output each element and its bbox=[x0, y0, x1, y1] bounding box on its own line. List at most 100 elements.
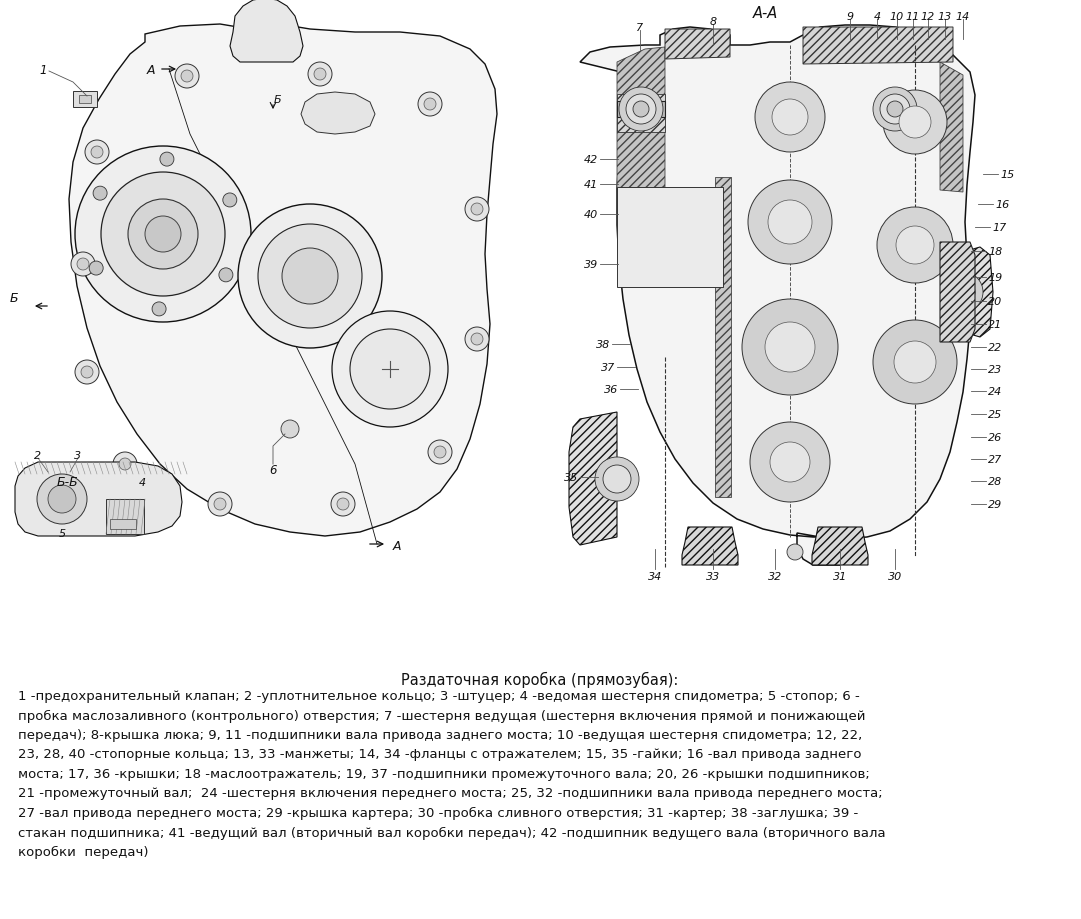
Text: А-А: А-А bbox=[752, 6, 777, 21]
Circle shape bbox=[89, 262, 103, 276]
Text: 26: 26 bbox=[988, 433, 1002, 443]
Circle shape bbox=[223, 194, 237, 208]
Bar bbox=[617, 102, 665, 118]
Text: моста; 17, 36 -крышки; 18 -маслоотражатель; 19, 37 -подшипники промежуточного ва: моста; 17, 36 -крышки; 18 -маслоотражате… bbox=[18, 767, 870, 780]
Circle shape bbox=[768, 200, 812, 244]
Circle shape bbox=[71, 253, 95, 277]
Text: 25: 25 bbox=[988, 410, 1002, 420]
Text: 20: 20 bbox=[988, 297, 1002, 307]
Bar bbox=[110, 519, 136, 529]
Text: 21: 21 bbox=[988, 320, 1002, 330]
Circle shape bbox=[145, 217, 181, 253]
Circle shape bbox=[308, 62, 332, 87]
Polygon shape bbox=[569, 413, 617, 545]
Circle shape bbox=[765, 323, 815, 372]
Text: 1 -предохранительный клапан; 2 -уплотнительное кольцо; 3 -штуцер; 4 -ведомая шес: 1 -предохранительный клапан; 2 -уплотнит… bbox=[18, 689, 859, 702]
Circle shape bbox=[633, 102, 649, 118]
Bar bbox=[106, 499, 144, 535]
Circle shape bbox=[873, 88, 917, 131]
Text: 12: 12 bbox=[921, 12, 935, 22]
Bar bbox=[617, 95, 665, 133]
Text: 27: 27 bbox=[988, 455, 1002, 464]
Text: 35: 35 bbox=[564, 472, 578, 482]
Circle shape bbox=[626, 95, 656, 125]
Text: 42: 42 bbox=[584, 154, 598, 165]
Circle shape bbox=[175, 65, 199, 89]
Circle shape bbox=[899, 107, 931, 139]
Polygon shape bbox=[15, 462, 182, 537]
Text: А: А bbox=[147, 63, 155, 76]
Circle shape bbox=[332, 312, 448, 427]
Text: 38: 38 bbox=[596, 340, 610, 349]
Circle shape bbox=[181, 71, 193, 83]
Circle shape bbox=[350, 330, 430, 410]
Text: 23: 23 bbox=[988, 365, 1002, 375]
Polygon shape bbox=[682, 528, 738, 565]
Circle shape bbox=[91, 147, 103, 159]
Circle shape bbox=[894, 342, 936, 383]
Circle shape bbox=[160, 153, 174, 167]
Text: 17: 17 bbox=[992, 222, 1006, 233]
Circle shape bbox=[337, 498, 349, 510]
Text: 5: 5 bbox=[58, 528, 66, 539]
Text: 16: 16 bbox=[995, 199, 1010, 210]
Circle shape bbox=[748, 181, 832, 265]
Circle shape bbox=[471, 334, 483, 346]
Circle shape bbox=[152, 302, 166, 316]
Text: передач); 8-крышка люка; 9, 11 -подшипники вала привода заднего моста; 10 -ведущ: передач); 8-крышка люка; 9, 11 -подшипни… bbox=[18, 728, 863, 742]
Text: 39: 39 bbox=[584, 260, 598, 269]
Bar bbox=[79, 96, 91, 104]
Text: 19: 19 bbox=[988, 273, 1002, 283]
Text: стакан подшипника; 41 -ведущий вал (вторичный вал коробки передач); 42 -подшипни: стакан подшипника; 41 -ведущий вал (втор… bbox=[18, 825, 885, 839]
Polygon shape bbox=[812, 528, 868, 565]
Circle shape bbox=[603, 466, 631, 494]
Circle shape bbox=[424, 99, 436, 111]
Text: 37: 37 bbox=[601, 363, 615, 372]
Circle shape bbox=[471, 204, 483, 216]
Circle shape bbox=[37, 474, 86, 525]
Polygon shape bbox=[803, 28, 953, 65]
Text: Б: Б bbox=[10, 292, 18, 305]
Text: 28: 28 bbox=[988, 476, 1002, 486]
Text: 2: 2 bbox=[35, 450, 41, 460]
Circle shape bbox=[465, 328, 489, 352]
Circle shape bbox=[119, 459, 131, 471]
Circle shape bbox=[75, 360, 99, 384]
Text: 23, 28, 40 -стопорные кольца; 13, 33 -манжеты; 14, 34 -фланцы с отражателем; 15,: 23, 28, 40 -стопорные кольца; 13, 33 -ма… bbox=[18, 748, 862, 761]
Text: пробка маслозаливного (контрольного) отверстия; 7 -шестерня ведущая (шестерня вк: пробка маслозаливного (контрольного) отв… bbox=[18, 709, 866, 721]
Circle shape bbox=[218, 268, 232, 282]
Circle shape bbox=[896, 227, 934, 265]
Circle shape bbox=[331, 493, 355, 516]
Bar bbox=[74, 92, 97, 108]
Text: 7: 7 bbox=[637, 23, 643, 33]
Text: 4: 4 bbox=[138, 478, 146, 487]
Text: 27 -вал привода переднего моста; 29 -крышка картера; 30 -пробка сливного отверст: 27 -вал привода переднего моста; 29 -кры… bbox=[18, 806, 858, 819]
Circle shape bbox=[750, 423, 830, 503]
Polygon shape bbox=[230, 0, 303, 62]
Circle shape bbox=[951, 280, 975, 305]
Circle shape bbox=[787, 544, 803, 561]
Circle shape bbox=[48, 485, 76, 514]
Circle shape bbox=[85, 141, 109, 165]
Polygon shape bbox=[963, 248, 993, 337]
Bar bbox=[715, 177, 731, 497]
Text: Раздаточная коробка (прямозубая):: Раздаточная коробка (прямозубая): bbox=[401, 671, 679, 687]
Circle shape bbox=[428, 440, 452, 464]
Text: 11: 11 bbox=[906, 12, 920, 22]
Text: 3: 3 bbox=[75, 450, 81, 460]
Polygon shape bbox=[940, 62, 963, 193]
Circle shape bbox=[114, 452, 137, 476]
Text: 6: 6 bbox=[269, 464, 277, 477]
Text: 29: 29 bbox=[988, 499, 1002, 509]
Polygon shape bbox=[580, 26, 975, 565]
Circle shape bbox=[214, 498, 226, 510]
Circle shape bbox=[281, 421, 299, 438]
Text: 34: 34 bbox=[648, 572, 663, 582]
Circle shape bbox=[258, 225, 362, 329]
Text: 14: 14 bbox=[956, 12, 970, 22]
Circle shape bbox=[877, 208, 953, 284]
Text: 21 -промежуточный вал;  24 -шестерня включения переднего моста; 25, 32 -подшипни: 21 -промежуточный вал; 24 -шестерня вклю… bbox=[18, 787, 882, 800]
Circle shape bbox=[595, 458, 639, 502]
Text: 1: 1 bbox=[40, 63, 46, 76]
Text: А: А bbox=[393, 539, 401, 552]
